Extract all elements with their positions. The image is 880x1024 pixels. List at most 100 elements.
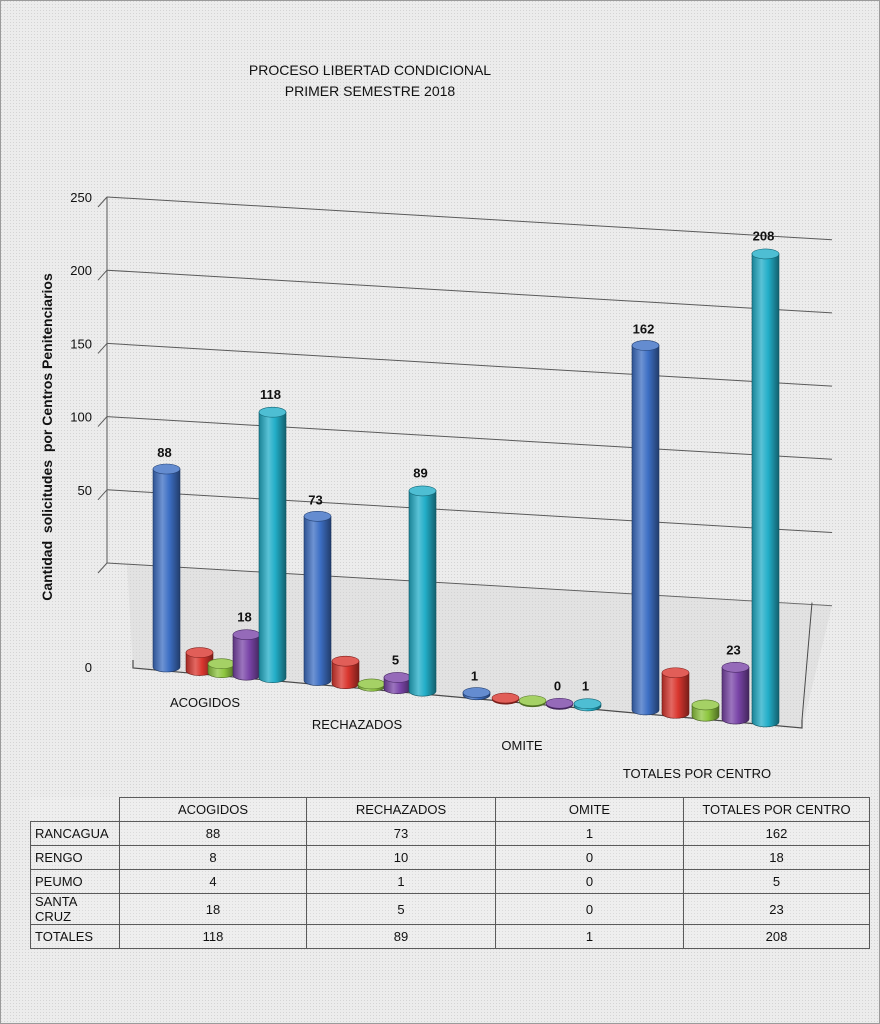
bar-body bbox=[303, 515, 332, 686]
x-category-label: RECHAZADOS bbox=[312, 717, 403, 732]
gridline bbox=[106, 342, 833, 387]
bar-body bbox=[258, 411, 287, 684]
data-table: ACOGIDOS RECHAZADOS OMITE TOTALES POR CE… bbox=[30, 797, 870, 949]
bar-top bbox=[573, 698, 602, 710]
x-category-label: TOTALES POR CENTRO bbox=[623, 766, 771, 781]
bar bbox=[303, 510, 332, 686]
bar-top bbox=[303, 510, 332, 522]
table-cell: 23 bbox=[683, 893, 870, 925]
table-row-label: RANCAGUA bbox=[30, 821, 120, 846]
gridline-side bbox=[97, 269, 108, 281]
bar bbox=[232, 629, 261, 681]
bar bbox=[462, 687, 491, 701]
table-cell: 5 bbox=[306, 893, 496, 925]
gridline-side bbox=[97, 196, 108, 208]
bar bbox=[661, 667, 690, 719]
table-cell: 4 bbox=[119, 869, 307, 894]
bar bbox=[408, 485, 437, 697]
table-cell: 73 bbox=[306, 821, 496, 846]
table-cell: 8 bbox=[119, 845, 307, 870]
table-row: RENGO 8 10 0 18 bbox=[30, 845, 870, 870]
y-tick-label: 200 bbox=[70, 263, 92, 278]
gridline-side bbox=[97, 343, 108, 354]
bar bbox=[331, 655, 360, 689]
table-row-label: RENGO bbox=[30, 845, 120, 870]
gridline bbox=[106, 269, 833, 314]
table-cell: 208 bbox=[683, 924, 870, 949]
bar bbox=[152, 463, 181, 673]
bar bbox=[573, 698, 602, 712]
table-cell: 118 bbox=[119, 924, 307, 949]
table-header-cell: OMITE bbox=[495, 797, 684, 822]
y-tick-label: 0 bbox=[85, 660, 92, 675]
bar-top bbox=[258, 406, 287, 418]
bar-top bbox=[408, 485, 437, 497]
bar bbox=[383, 672, 412, 695]
bar bbox=[721, 661, 750, 725]
data-label: 18 bbox=[237, 610, 251, 625]
table-cell: 162 bbox=[683, 821, 870, 846]
table-header-cell: ACOGIDOS bbox=[119, 797, 307, 822]
table-row: RANCAGUA 88 73 1 162 bbox=[30, 821, 870, 846]
table-corner-cell bbox=[30, 797, 120, 822]
data-label: 89 bbox=[413, 466, 427, 481]
gridline bbox=[106, 489, 833, 534]
y-tick-label: 150 bbox=[70, 336, 92, 351]
table-cell: 0 bbox=[495, 893, 684, 925]
bar-top bbox=[491, 692, 520, 704]
bar-top bbox=[721, 661, 750, 673]
bar-body bbox=[232, 634, 261, 681]
table-cell: 10 bbox=[306, 845, 496, 870]
data-label: 1 bbox=[582, 679, 589, 694]
y-tick-label: 100 bbox=[70, 410, 92, 425]
bar-top bbox=[691, 699, 720, 711]
gridline bbox=[106, 562, 833, 607]
table-cell: 1 bbox=[495, 821, 684, 846]
table-cell: 0 bbox=[495, 845, 684, 870]
data-label: 118 bbox=[260, 387, 281, 402]
bar bbox=[751, 248, 780, 728]
bar bbox=[357, 678, 386, 692]
bar-top bbox=[232, 629, 261, 640]
y-tick-label: 50 bbox=[78, 483, 92, 498]
gridline bbox=[106, 416, 833, 460]
table-row: PEUMO 4 1 0 5 bbox=[30, 869, 870, 894]
gridline-side bbox=[97, 562, 108, 574]
table-cell: 0 bbox=[495, 869, 684, 894]
bar-top bbox=[152, 463, 181, 475]
table-header-cell: TOTALES POR CENTRO bbox=[683, 797, 870, 822]
gridline-side bbox=[97, 489, 108, 501]
bar-body bbox=[152, 468, 181, 673]
y-tick-label: 250 bbox=[70, 190, 92, 205]
bar-body bbox=[661, 672, 690, 719]
table-row-label: TOTALES bbox=[30, 924, 120, 949]
bar-top bbox=[383, 672, 412, 683]
table-row: TOTALES 118 89 1 208 bbox=[30, 924, 870, 949]
data-label: 1 bbox=[471, 669, 478, 684]
bar-body bbox=[408, 490, 437, 697]
table-row: SANTA CRUZ 18 5 0 23 bbox=[30, 893, 870, 925]
bar bbox=[545, 697, 574, 710]
table-cell: 5 bbox=[683, 869, 870, 894]
chart-title: PROCESO LIBERTAD CONDICIONAL bbox=[248, 62, 492, 78]
table-cell: 88 bbox=[119, 821, 307, 846]
table-cell: 18 bbox=[119, 893, 307, 925]
bar-top bbox=[661, 667, 690, 679]
data-label: 162 bbox=[633, 321, 655, 336]
bar-top bbox=[545, 697, 574, 709]
gridline-side bbox=[97, 416, 108, 427]
floor-side-edge bbox=[801, 602, 813, 721]
x-category-label: ACOGIDOS bbox=[170, 695, 240, 710]
gridline bbox=[106, 196, 833, 241]
bar-body bbox=[721, 666, 750, 725]
bar-body bbox=[631, 345, 660, 716]
chart-subtitle: PRIMER SEMESTRE 2018 bbox=[284, 83, 456, 99]
bar bbox=[631, 340, 660, 716]
bar bbox=[491, 692, 520, 705]
data-label: 5 bbox=[392, 652, 399, 667]
data-label: 73 bbox=[308, 492, 322, 507]
bar bbox=[258, 406, 287, 684]
bar-top bbox=[331, 655, 360, 667]
data-label: 208 bbox=[753, 229, 775, 244]
bar bbox=[691, 699, 720, 722]
